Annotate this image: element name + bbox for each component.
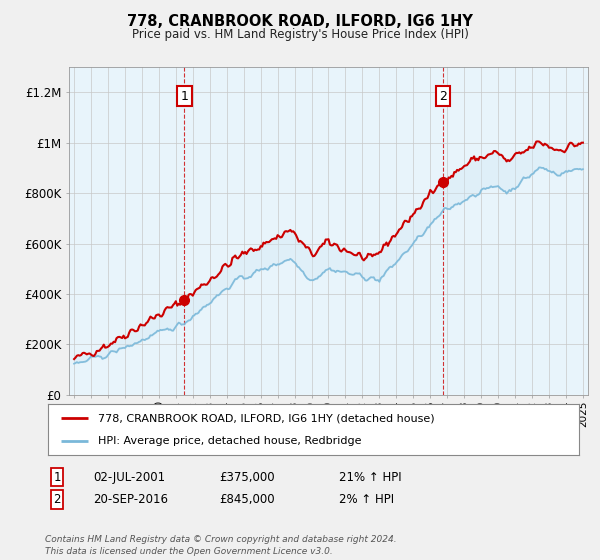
Text: 1: 1: [181, 90, 188, 102]
Text: £375,000: £375,000: [219, 470, 275, 484]
Text: 21% ↑ HPI: 21% ↑ HPI: [339, 470, 401, 484]
Text: Price paid vs. HM Land Registry's House Price Index (HPI): Price paid vs. HM Land Registry's House …: [131, 28, 469, 41]
Text: HPI: Average price, detached house, Redbridge: HPI: Average price, detached house, Redb…: [98, 436, 362, 446]
Text: 778, CRANBROOK ROAD, ILFORD, IG6 1HY (detached house): 778, CRANBROOK ROAD, ILFORD, IG6 1HY (de…: [98, 413, 435, 423]
Text: 1: 1: [53, 470, 61, 484]
Text: Contains HM Land Registry data © Crown copyright and database right 2024.
This d: Contains HM Land Registry data © Crown c…: [45, 535, 397, 556]
Text: 2% ↑ HPI: 2% ↑ HPI: [339, 493, 394, 506]
Text: 778, CRANBROOK ROAD, ILFORD, IG6 1HY: 778, CRANBROOK ROAD, ILFORD, IG6 1HY: [127, 14, 473, 29]
Text: £845,000: £845,000: [219, 493, 275, 506]
Text: 2: 2: [53, 493, 61, 506]
Text: 20-SEP-2016: 20-SEP-2016: [93, 493, 168, 506]
Text: 02-JUL-2001: 02-JUL-2001: [93, 470, 165, 484]
Text: 2: 2: [439, 90, 447, 102]
